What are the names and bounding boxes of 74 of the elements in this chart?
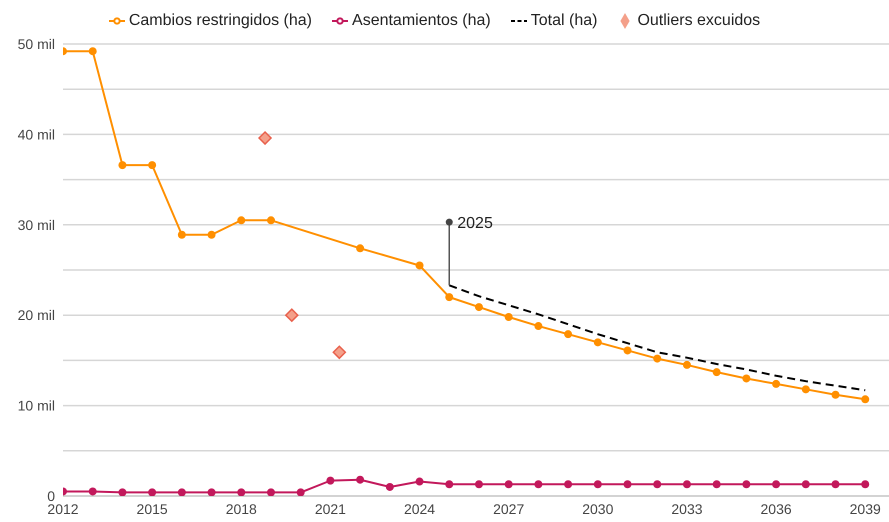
- point: [356, 244, 364, 252]
- point: [653, 354, 662, 363]
- point: [534, 322, 542, 330]
- legend-label: Total (ha): [530, 12, 598, 29]
- point: [772, 480, 780, 488]
- point: [237, 216, 246, 224]
- point: [653, 480, 662, 488]
- y-tick-label: 10 mil: [18, 398, 55, 414]
- point: [772, 380, 780, 388]
- point: [178, 230, 186, 239]
- point: [474, 303, 483, 312]
- point: [332, 346, 346, 360]
- point: [88, 487, 97, 496]
- point: [534, 480, 542, 488]
- point: [832, 390, 840, 399]
- x-tick-label: 2027: [493, 500, 524, 517]
- point: [118, 488, 126, 496]
- x-tick-label: 2021: [314, 500, 346, 517]
- point: [594, 480, 602, 488]
- point: [564, 480, 572, 488]
- point: [742, 480, 750, 488]
- point: [861, 480, 870, 488]
- x-tick-label: 2036: [760, 500, 792, 517]
- point: [742, 374, 750, 382]
- point: [266, 488, 275, 496]
- y-tick-label: 20 mil: [18, 307, 55, 324]
- point: [861, 395, 870, 404]
- x-tick-label: 2033: [671, 500, 703, 517]
- y-tick-label: 40 mil: [18, 126, 55, 142]
- point: [474, 480, 483, 488]
- line-series: [448, 284, 866, 392]
- point: [208, 488, 216, 496]
- point: [208, 230, 216, 239]
- point: [258, 131, 272, 145]
- point: [416, 261, 424, 270]
- point: [285, 308, 299, 322]
- point: [326, 476, 334, 485]
- point: [296, 488, 305, 496]
- point: [118, 161, 126, 170]
- point: [802, 385, 810, 394]
- legend-label: Outliers excuidos: [637, 12, 760, 29]
- point: [504, 313, 513, 322]
- x-tick-label: 2030: [582, 500, 614, 517]
- point: [148, 161, 156, 170]
- point: [88, 47, 97, 56]
- point: [712, 480, 721, 488]
- legend-label: Cambios restringidos (ha): [128, 12, 312, 29]
- point: [445, 293, 454, 302]
- point: [386, 482, 394, 491]
- x-tick-label: 2018: [226, 500, 258, 517]
- point: [682, 480, 691, 488]
- x-tick-label: 2039: [850, 500, 882, 517]
- x-tick-label: 2024: [404, 500, 436, 517]
- point: [802, 480, 810, 488]
- point: [148, 488, 156, 496]
- y-tick-label: 50 mil: [18, 36, 55, 52]
- annotation: 2025: [457, 214, 493, 232]
- point: [624, 480, 632, 488]
- point: [682, 360, 691, 369]
- point: [445, 480, 454, 488]
- y-tick-label: 30 mil: [18, 216, 55, 233]
- point: [564, 330, 572, 338]
- x-tick-label: 2015: [136, 500, 168, 517]
- point: [356, 476, 364, 484]
- point: [504, 480, 513, 488]
- point: [178, 488, 186, 496]
- point: [237, 488, 246, 496]
- point: [266, 216, 275, 224]
- point: [416, 478, 424, 486]
- point: [832, 480, 840, 488]
- point: [624, 346, 632, 354]
- legend-label: Asentamientos (ha): [352, 12, 491, 29]
- point: [594, 338, 602, 346]
- point: [712, 368, 721, 376]
